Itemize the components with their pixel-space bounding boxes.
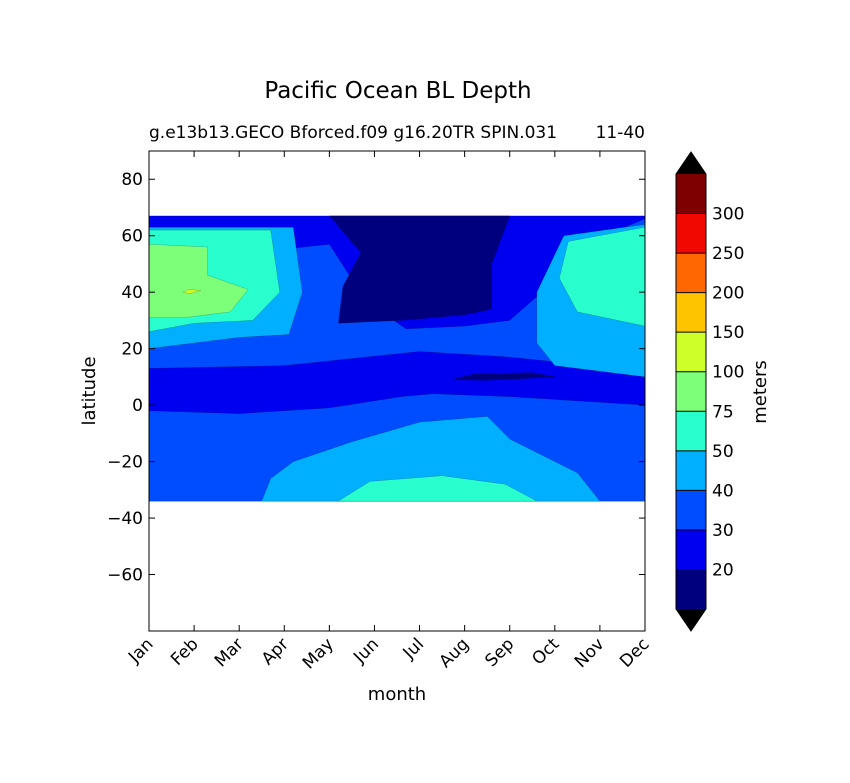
y-tick-label: 60 [121,227,143,247]
y-tick-label: 20 [121,340,143,360]
colorbar-tick-label: 200 [712,284,744,304]
colorbar-segment [676,569,706,609]
y-tick-label: −20 [107,453,143,473]
colorbar: 20 30 40 50 75 100 150 200 250 300 [675,151,744,632]
colorbar-segment [676,332,706,372]
colorbar-tick-label: 30 [712,521,734,541]
colorbar-tick-label: 50 [712,442,734,462]
colorbar-outline [675,151,707,632]
colorbar-segment [676,174,706,214]
x-tick-label: Dec [616,634,653,671]
x-tick-label: Nov [571,634,609,672]
x-tick-label: May [299,634,338,673]
colorbar-tick-label: 250 [712,244,744,264]
x-axis-label: month [368,684,426,705]
contour-region [337,475,537,502]
colorbar-segment [676,253,706,293]
x-tick-label: Oct [528,634,563,669]
colorbar-tick-label: 75 [712,402,734,422]
x-tick-label: Apr [258,634,293,669]
y-tick-label: −60 [107,566,143,586]
colorbar-label: meters [750,360,771,424]
x-tick-label: Jul [399,634,428,663]
x-tick-label: Jun [349,634,383,668]
y-tick-label: 0 [132,396,143,416]
contour-region [182,289,201,294]
chart-subtitle-right: 11-40 [596,123,645,143]
colorbar-segment [676,490,706,530]
colorbar-tick-label: 300 [712,205,744,225]
colorbar-extend-min [676,609,706,631]
x-tick-label: Sep [481,634,518,671]
y-tick-label: 40 [121,283,143,303]
chart-subtitle-left: g.e13b13.GECO Bforced.f09 g16.20TR SPIN.… [149,123,557,143]
colorbar-segment [676,529,706,570]
x-tick-label: Aug [436,634,474,672]
x-tick-label: Jan [124,634,157,667]
colorbar-segment [676,411,706,451]
colorbar-segment [676,450,706,491]
y-axis-label: latitude [79,356,100,425]
chart-title: Pacific Ocean BL Depth [264,78,531,104]
colorbar-segment [676,371,706,412]
colorbar-tick-label: 20 [712,560,734,580]
colorbar-extend-max [676,152,706,174]
x-tick-label: Feb [167,634,202,669]
colorbar-segment [676,213,706,254]
y-tick-label: −40 [107,509,143,529]
contour-region [148,244,249,318]
x-tick-label: Mar [211,634,248,671]
colorbar-tick-label: 150 [712,323,744,343]
y-tick-label: 80 [121,170,143,190]
colorbar-tick-label: 100 [712,363,744,383]
contour-region [261,416,601,502]
contour-plot-area: 80 60 40 20 0 −20 −40 −60 Jan Feb Mar Apr May Jun Jul A… [107,150,654,673]
contour-region [451,372,555,381]
colorbar-tick-label: 40 [712,481,734,501]
contour-region [329,215,510,324]
colorbar-segment [676,292,706,333]
plot-frame [148,150,646,632]
